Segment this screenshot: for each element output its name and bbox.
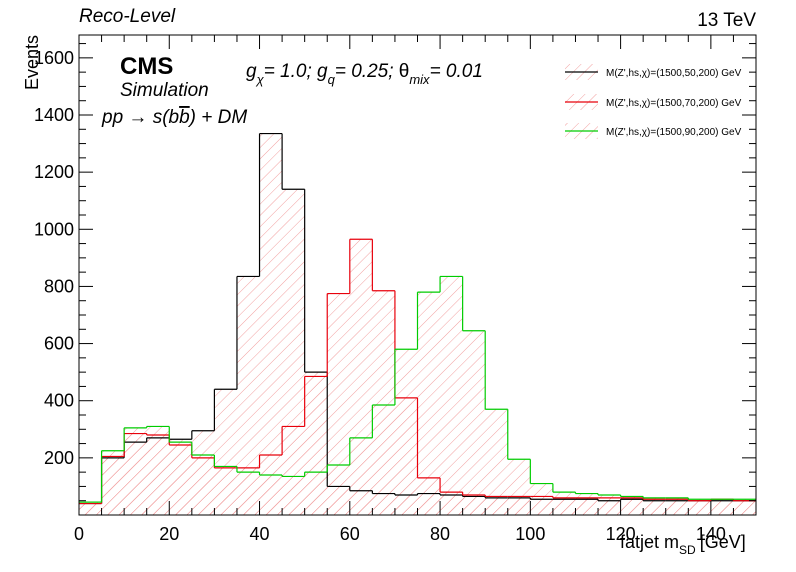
series-layer	[79, 132, 756, 505]
couplings-label: gχ= 1.0; gq= 0.25; θmix= 0.01	[246, 61, 483, 87]
x-tick-label: 60	[340, 524, 360, 544]
x-tick-label: 140	[696, 524, 726, 544]
y-tick-label: 800	[44, 276, 74, 296]
series-2-hatch	[79, 276, 756, 515]
simulation-label: Simulation	[120, 80, 209, 101]
svg-text:pp → s(bb) + DM: pp → s(bb) + DM	[101, 107, 247, 128]
x-tick-label: 40	[250, 524, 270, 544]
y-axis-title: Events	[22, 35, 42, 90]
y-tick-label: 1600	[34, 48, 74, 68]
x-tick-label: 100	[515, 524, 545, 544]
y-tick-label: 200	[44, 448, 74, 468]
energy-label: 13 TeV	[697, 10, 756, 31]
y-tick-label: 400	[44, 391, 74, 411]
legend-entry-label: M(Z',hs,χ)=(1500,90,200) GeV	[606, 127, 742, 138]
x-tick-label: 80	[430, 524, 450, 544]
series-2	[79, 275, 756, 503]
process-label: pp → s(bb) + DM	[101, 107, 247, 128]
x-tick-label: 0	[74, 524, 84, 544]
legend: M(Z',hs,χ)=(1500,50,200) GeV M(Z',hs,χ)=(…	[565, 64, 742, 139]
y-tick-label: 1400	[34, 105, 74, 125]
x-tick-label: 120	[606, 524, 636, 544]
x-tick-label: 20	[159, 524, 179, 544]
x-axis-title: fatjet mSD [GeV]	[620, 532, 746, 557]
cms-label: CMS	[120, 53, 173, 80]
series-0-hatch	[79, 133, 756, 516]
legend-entry-label: M(Z',hs,χ)=(1500,70,200) GeV	[606, 98, 742, 109]
y-tick-label: 1000	[34, 219, 74, 239]
svg-text:fatjet mSD[GeV]: fatjet mSD [GeV]	[620, 532, 746, 557]
y-tick-label: 600	[44, 334, 74, 354]
legend-entry-label: M(Z',hs,χ)=(1500,50,200) GeV	[606, 68, 742, 79]
svg-text:gχ= 1.0; gq= 0.25; θmix= 0.01: gχ= 1.0; gq= 0.25; θmix= 0.01	[246, 61, 483, 87]
reco-level-label: Reco-Level	[79, 6, 176, 27]
axes-layer: 0 20 40 60 80 100 120 140 200 400 600 800 1000 1200 14…	[34, 35, 757, 544]
y-tick-label: 1200	[34, 162, 74, 182]
